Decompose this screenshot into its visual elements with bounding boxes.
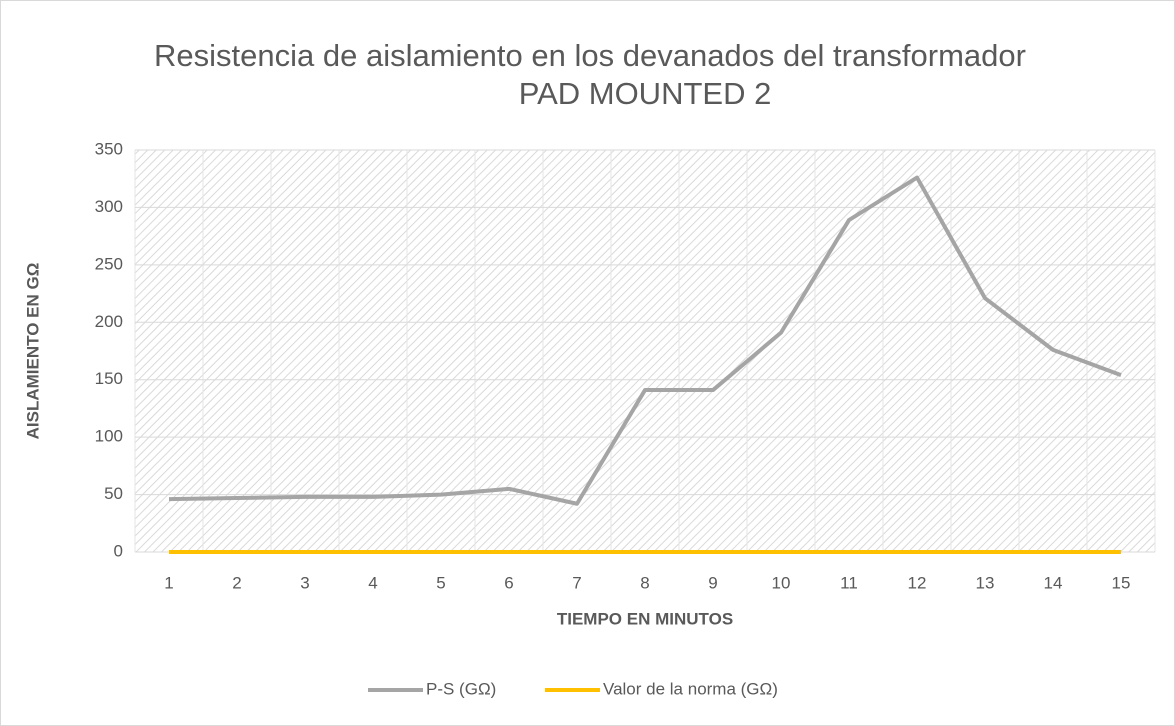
x-tick-label: 4 (368, 573, 377, 592)
chart-title: Resistencia de aislamiento en los devana… (154, 38, 1026, 73)
x-tick-label: 11 (840, 573, 858, 592)
x-tick-label: 1 (164, 573, 173, 592)
y-tick-label: 200 (95, 312, 123, 331)
x-tick-label: 15 (1112, 573, 1131, 592)
y-tick-label: 300 (95, 197, 123, 216)
y-axis-title: AISLAMIENTO EN GΩ (23, 263, 42, 440)
y-tick-label: 350 (95, 139, 123, 158)
y-tick-label: 0 (114, 541, 123, 560)
chart-title: PAD MOUNTED 2 (519, 76, 772, 111)
y-tick-label: 250 (95, 254, 123, 273)
legend-label: P-S (GΩ) (426, 679, 496, 698)
y-tick-label: 100 (95, 427, 123, 446)
series-line (168, 175, 1122, 506)
x-tick-label: 5 (436, 573, 445, 592)
legend-label: Valor de la norma (GΩ) (603, 679, 778, 698)
x-tick-label: 12 (908, 573, 927, 592)
x-tick-label: 13 (976, 573, 995, 592)
x-tick-label: 2 (232, 573, 241, 592)
x-tick-label: 10 (772, 573, 791, 592)
y-tick-label: 150 (95, 369, 123, 388)
x-tick-label: 8 (640, 573, 649, 592)
x-tick-label: 9 (708, 573, 717, 592)
x-tick-label: 6 (504, 573, 513, 592)
x-axis-title: TIEMPO EN MINUTOS (557, 609, 733, 628)
plot-area (135, 150, 1155, 552)
x-tick-label: 7 (572, 573, 581, 592)
y-tick-label: 50 (104, 484, 123, 503)
x-tick-label: 14 (1044, 573, 1063, 592)
x-tick-label: 3 (300, 573, 309, 592)
